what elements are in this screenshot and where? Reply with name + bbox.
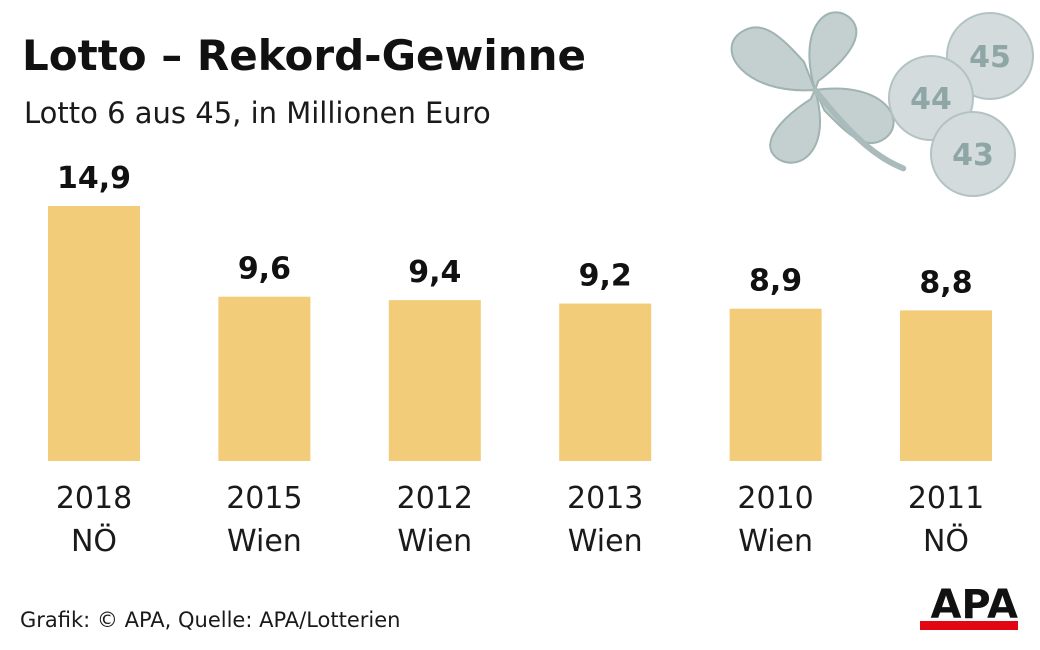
tick-label-year: 2018 <box>56 481 132 516</box>
bar <box>900 310 992 461</box>
value-label: 8,9 <box>749 264 802 299</box>
value-label: 14,9 <box>57 161 131 196</box>
ball-number: 44 <box>910 82 952 117</box>
bar <box>388 300 481 461</box>
tick-label-year: 2013 <box>567 481 643 516</box>
tick-label-year: 2011 <box>908 481 984 516</box>
bar <box>48 206 140 461</box>
ball-number: 45 <box>969 40 1011 75</box>
ball-number: 43 <box>952 138 994 173</box>
tick-label-year: 2012 <box>397 481 473 516</box>
apa-logo-text: APA <box>930 582 1018 628</box>
tick-label-region: NÖ <box>923 523 969 559</box>
apa-logo-bar <box>920 621 1018 630</box>
value-label: 8,8 <box>919 265 972 300</box>
tick-label-year: 2015 <box>226 481 302 516</box>
lotto-ball-icon: 43 <box>930 111 1016 197</box>
tick-label-year: 2010 <box>737 481 813 516</box>
tick-label-region: NÖ <box>71 523 117 559</box>
chart-subtitle: Lotto 6 aus 45, in Millionen Euro <box>24 96 491 130</box>
clover-icon <box>730 11 907 172</box>
tick-label-region: Wien <box>568 524 643 559</box>
bar <box>729 308 822 461</box>
apa-logo: APA <box>920 582 1018 630</box>
value-label: 9,6 <box>238 252 291 287</box>
tick-label-region: Wien <box>397 524 472 559</box>
tick-label-region: Wien <box>227 524 302 559</box>
value-label: 9,2 <box>579 259 632 294</box>
bar <box>559 303 652 461</box>
bar <box>218 296 311 461</box>
bars-group: 14,9 2018 NÖ 9,6 2015 Wien 9,4 2012 Wien 9,2 2013 W… <box>48 161 992 559</box>
source-note: Grafik: © APA, Quelle: APA/Lotterien <box>20 608 400 632</box>
value-label: 9,4 <box>408 255 461 290</box>
tick-label-region: Wien <box>738 524 813 559</box>
chart-title: Lotto – Rekord-Gewinne <box>22 31 586 80</box>
